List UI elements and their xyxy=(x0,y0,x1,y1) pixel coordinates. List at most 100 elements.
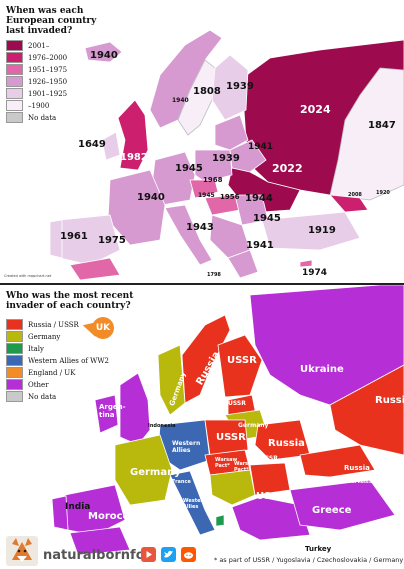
region-caucasus xyxy=(329,194,369,213)
region-finland-2 xyxy=(217,334,263,398)
legend-swatch xyxy=(6,88,23,99)
map-credit: Created with mapchart.net xyxy=(4,274,52,278)
reddit-icon[interactable] xyxy=(181,547,196,562)
uk-badge: UK xyxy=(92,317,114,339)
legend-swatch xyxy=(6,319,23,330)
map2-title: Who was the most recent invader of each … xyxy=(6,291,134,311)
legend-label: No data xyxy=(28,392,57,401)
year-label-romania: 1944 xyxy=(245,193,273,204)
youtube-icon[interactable] xyxy=(141,547,156,562)
legend-item: Other xyxy=(6,379,109,390)
region-norway xyxy=(149,29,223,129)
legend-label: –1900 xyxy=(28,101,50,110)
region-albania xyxy=(215,514,225,527)
year-label-georgia: 2008 xyxy=(348,192,362,198)
map1-legend: 2001– 1976–2000 1951–1975 1926–1950 1901… xyxy=(6,40,67,124)
label-western-allies-italy: Western Allies xyxy=(183,498,207,510)
year-label-belarus: 1941 xyxy=(248,142,274,152)
legend-swatch xyxy=(6,76,23,87)
year-label-kazakhstan: 1847 xyxy=(368,120,396,131)
legend-label: Germany xyxy=(28,332,61,341)
year-label-ukraine: 2022 xyxy=(272,162,303,175)
label-germany-france: Germany xyxy=(130,467,181,478)
legend-item: 1976–2000 xyxy=(6,52,67,63)
region-ireland-2 xyxy=(94,394,119,434)
label-ukraine: Ukraine xyxy=(300,364,344,375)
legend-swatch xyxy=(6,52,23,63)
legend-item: Italy xyxy=(6,343,109,354)
legend-item: Germany xyxy=(6,331,109,342)
region-sweden-2 xyxy=(157,344,186,416)
year-label-azerbaijan: 1920 xyxy=(376,190,390,196)
label-argentina: Argen- tina xyxy=(99,403,126,419)
year-label-austria: 1945 xyxy=(198,192,215,199)
label-russia-caucasus: Russia xyxy=(344,464,370,472)
legend-swatch xyxy=(6,100,23,111)
footnote: * as part of USSR / Yugoslavia / Czechos… xyxy=(214,556,404,564)
label-germany-small: Germany xyxy=(238,422,269,429)
map-recent-invader: Who was the most recent invader of each … xyxy=(0,285,404,569)
legend-item: 2001– xyxy=(6,40,67,51)
label-ussr-finland: USSR xyxy=(227,355,257,366)
legend-item: Russia / USSR xyxy=(6,319,109,330)
year-label-iceland: 1940 xyxy=(90,50,118,61)
twitter-icon[interactable] xyxy=(161,547,176,562)
region-finland xyxy=(211,54,249,121)
legend-item: 1901–1925 xyxy=(6,88,67,99)
region-turkey xyxy=(261,211,361,251)
region-portugal-2 xyxy=(51,495,69,531)
legend-swatch xyxy=(6,379,23,390)
map2-svg xyxy=(0,285,404,569)
label-turkey: Turkey xyxy=(305,545,332,553)
map1-svg xyxy=(0,0,404,284)
region-italy-2 xyxy=(169,470,216,536)
year-label-france: 1940 xyxy=(137,192,165,203)
map-invasion-year: When was each European country last inva… xyxy=(0,0,404,284)
year-label-finland: 1939 xyxy=(226,81,254,92)
label-soviet-russia: Soviet Russia xyxy=(342,479,373,484)
region-france-2 xyxy=(114,434,173,506)
year-label-poland: 1939 xyxy=(212,153,240,164)
year-label-turkey: 1919 xyxy=(308,225,336,236)
label-western-allies-germany: Western Allies xyxy=(172,440,201,454)
label-warsaw-pact-2: Warsaw Pact* xyxy=(234,461,257,473)
legend-label: Western Allies of WW2 xyxy=(28,356,109,365)
legend-label: No data xyxy=(28,113,57,122)
region-czech xyxy=(189,179,219,199)
region-kazakhstan xyxy=(329,67,404,201)
legend-label: 1976–2000 xyxy=(28,53,68,62)
label-russia-central: Russia xyxy=(268,438,305,449)
legend-item: Western Allies of WW2 xyxy=(6,355,109,366)
legend-swatch xyxy=(6,367,23,378)
year-label-germany: 1945 xyxy=(175,163,203,174)
legend-label: Russia / USSR xyxy=(28,320,79,329)
label-russia-east: Russia xyxy=(375,395,404,406)
brand-name: naturalbornfox xyxy=(43,548,154,563)
year-label-portugal: 1961 xyxy=(60,231,88,242)
year-label-greece: 1941 xyxy=(246,240,274,251)
legend-swatch xyxy=(6,331,23,342)
region-greece-2 xyxy=(231,496,311,541)
legend-swatch xyxy=(6,64,23,75)
region-poland-3 xyxy=(204,419,249,456)
region-ireland xyxy=(101,131,121,161)
region-baltics xyxy=(214,114,249,151)
region-caucasus-2 xyxy=(299,444,376,478)
map1-title: When was each European country last inva… xyxy=(6,6,97,36)
legend-label: England / UK xyxy=(28,368,76,377)
legend-swatch xyxy=(6,391,23,402)
region-poland xyxy=(194,149,233,183)
legend-item: 1926–1950 xyxy=(6,76,67,87)
year-label-hungary: 1956 xyxy=(220,193,240,201)
legend-item: No data xyxy=(6,112,67,123)
label-ussr-romania: USSR xyxy=(256,491,286,502)
region-morocco xyxy=(69,257,121,281)
year-label-sweden: 1808 xyxy=(193,86,221,97)
label-india: India xyxy=(65,502,91,512)
year-label-russia: 2024 xyxy=(300,103,331,116)
region-morocco-2 xyxy=(69,526,131,556)
region-uk-2 xyxy=(119,372,151,446)
legend-label: 1951–1975 xyxy=(28,65,68,74)
label-france: France xyxy=(172,479,191,485)
region-greece xyxy=(227,249,259,279)
